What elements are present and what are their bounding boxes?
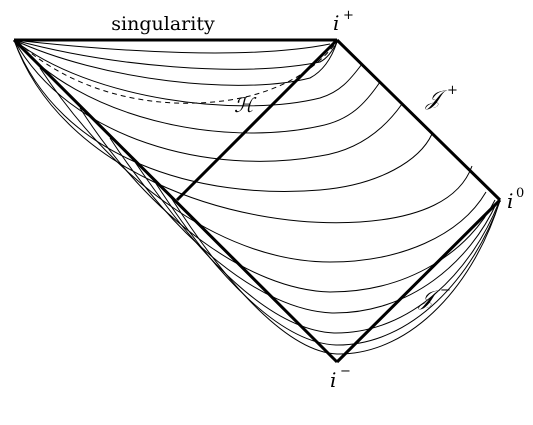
svg-text:−: − (440, 283, 451, 298)
foliation-curve-7 (13, 39, 433, 192)
past-null-infinity-line (335, 198, 502, 364)
foliation-curve-11 (109, 137, 498, 314)
foliation-curves (13, 39, 501, 355)
svg-text:i: i (507, 189, 513, 213)
svg-text:+: + (447, 83, 458, 98)
i-minus-label: i − (330, 364, 351, 392)
foliation-curve-13 (154, 181, 501, 346)
foliation-curve-14 (169, 195, 501, 355)
diagram-boundary (12, 38, 502, 364)
dashed-horizon-curve (17, 41, 336, 104)
i-zero-label: i 0 (507, 186, 524, 213)
foliation-curve-6 (13, 39, 403, 162)
svg-text:𝒥: 𝒥 (425, 86, 448, 110)
foliation-curve-1 (13, 39, 331, 54)
foliation-curve-10 (79, 107, 496, 293)
svg-text:i: i (330, 368, 336, 392)
foliation-curve-9 (39, 67, 487, 263)
horizon-label: ℋ (234, 93, 257, 117)
left-boundary-line (12, 38, 339, 364)
svg-text:𝒥: 𝒥 (418, 286, 441, 310)
foliation-curve-3 (13, 39, 338, 86)
foliation-curve-4 (13, 39, 363, 107)
svg-text:−: − (340, 364, 351, 379)
svg-text:+: + (343, 8, 354, 23)
foliation-curve-5 (13, 39, 381, 134)
foliation-curve-8 (13, 39, 473, 224)
svg-text:0: 0 (516, 186, 524, 201)
singularity-label: singularity (111, 13, 215, 35)
scri-minus-label: 𝒥 − (418, 283, 451, 310)
scri-plus-label: 𝒥 + (425, 83, 458, 110)
svg-text:i: i (333, 11, 339, 35)
event-horizon-line (175, 38, 339, 202)
i-plus-label: i + (333, 8, 354, 35)
foliation-curve-2 (13, 39, 338, 70)
future-null-infinity-line (335, 38, 502, 202)
foliation-curve-12 (134, 161, 500, 334)
